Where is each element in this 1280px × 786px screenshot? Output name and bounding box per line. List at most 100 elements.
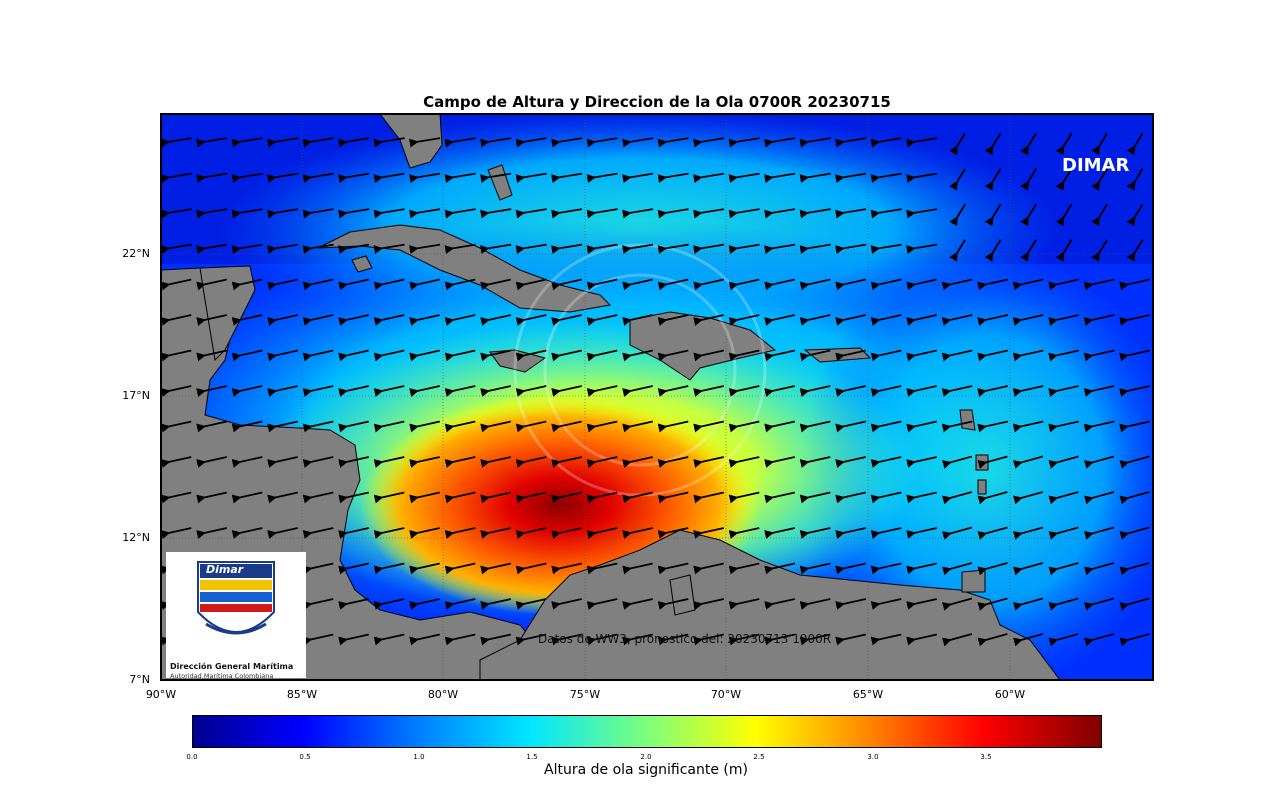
wave-arrow: [267, 243, 299, 254]
wave-arrow: [906, 278, 937, 291]
wave-arrow: [622, 208, 654, 219]
wave-arrow: [409, 137, 441, 148]
wave-arrow: [984, 168, 1002, 191]
wave-arrow: [949, 203, 966, 227]
wave-arrow: [906, 208, 938, 219]
wave-arrow: [409, 491, 440, 504]
wave-arrow: [1126, 132, 1144, 156]
wave-arrow: [728, 420, 760, 433]
wave-arrow: [373, 314, 405, 326]
wave-arrow: [444, 491, 476, 504]
wave-arrow: [1119, 491, 1150, 505]
wave-arrow: [444, 420, 476, 433]
wave-arrow: [515, 420, 547, 433]
wave-arrow: [551, 349, 582, 362]
wave-arrow: [728, 633, 760, 646]
wave-arrow: [302, 314, 334, 326]
wave-arrow: [302, 420, 334, 433]
wave-arrow: [764, 456, 795, 468]
wave-arrow: [267, 137, 299, 148]
wave-arrow: [373, 456, 405, 468]
dimar-logo: Dimar: [166, 552, 306, 678]
wave-arrow: [728, 527, 760, 539]
wave-arrow: [764, 491, 795, 504]
wave-arrow: [657, 491, 689, 504]
wave-arrow: [586, 278, 618, 291]
wave-arrow: [338, 172, 370, 183]
wave-arrow: [515, 527, 547, 539]
wave-arrow: [870, 208, 902, 219]
wave-arrow: [799, 243, 831, 254]
wave-arrow: [231, 491, 263, 504]
colorbar-tick: 3.5: [980, 753, 992, 761]
wave-arrow: [764, 208, 796, 219]
wave-arrow: [1048, 420, 1079, 433]
wave-arrow: [799, 314, 831, 326]
wave-arrow: [870, 527, 902, 539]
wave-arrow: [161, 137, 192, 148]
wave-arrow: [586, 633, 618, 646]
wave-arrow: [941, 526, 973, 540]
wave-arrow: [444, 385, 476, 397]
wave-arrow: [409, 562, 440, 575]
wave-arrow: [551, 243, 583, 254]
wave-arrow: [267, 491, 298, 504]
lon-label-75: 75°W: [569, 688, 601, 701]
wave-arrow: [977, 491, 1008, 505]
wave-arrow: [161, 243, 192, 254]
wave-arrow: [1012, 314, 1044, 326]
wave-arrow: [622, 314, 653, 326]
wave-arrow: [1012, 349, 1044, 362]
wave-arrow: [693, 349, 724, 362]
wave-arrow: [231, 456, 263, 468]
wave-arrow: [1083, 455, 1115, 469]
wave-arrow: [693, 633, 724, 646]
wave-arrow: [906, 314, 937, 326]
wave-arrow: [161, 527, 192, 539]
lon-label-80: 80°W: [427, 688, 459, 701]
wave-arrow: [799, 172, 831, 183]
wave-arrow: [764, 420, 795, 433]
wave-arrow: [302, 527, 334, 539]
wave-arrow: [941, 385, 973, 397]
wave-arrow: [409, 385, 440, 397]
wave-direction-arrows: [161, 132, 1150, 647]
wave-arrow: [870, 420, 902, 433]
wave-arrow: [586, 314, 618, 326]
org-name: Dirección General Marítima: [170, 662, 294, 671]
colorbar-tick: 2.0: [640, 753, 652, 761]
wave-arrow: [870, 314, 902, 326]
wave-arrow: [1048, 491, 1079, 505]
wave-arrow: [196, 243, 228, 254]
wave-arrow: [1083, 526, 1115, 540]
wave-arrow: [941, 491, 973, 505]
wave-arrow: [693, 278, 724, 291]
wave-arrow: [480, 456, 511, 468]
wave-arrow: [373, 243, 405, 254]
wave-arrow: [551, 633, 582, 646]
wave-arrow: [693, 420, 724, 433]
wave-arrow: [906, 172, 938, 183]
wave-arrow: [444, 633, 476, 646]
wave-arrow: [515, 456, 547, 468]
colorbar-tick: 2.5: [753, 753, 765, 761]
wave-arrow: [586, 562, 618, 575]
wave-arrow: [1126, 239, 1144, 262]
wave-arrow: [977, 597, 1008, 611]
wave-arrow: [1119, 455, 1150, 469]
colorbar: [192, 715, 1102, 748]
wave-arrow: [693, 172, 725, 183]
wave-arrow: [515, 243, 547, 254]
wave-arrow: [835, 243, 867, 254]
wave-arrow: [728, 491, 760, 504]
wave-arrow: [409, 349, 440, 362]
wave-arrow: [622, 527, 653, 539]
colorbar-tick: 1.0: [413, 753, 425, 761]
wave-arrow: [799, 456, 831, 468]
wave-arrow: [835, 137, 867, 148]
wave-arrow: [835, 491, 866, 504]
colorbar-label: Altura de ola significante (m): [544, 762, 748, 778]
wave-arrow: [764, 137, 796, 148]
wave-arrow: [409, 243, 441, 254]
wave-arrow: [622, 456, 653, 468]
